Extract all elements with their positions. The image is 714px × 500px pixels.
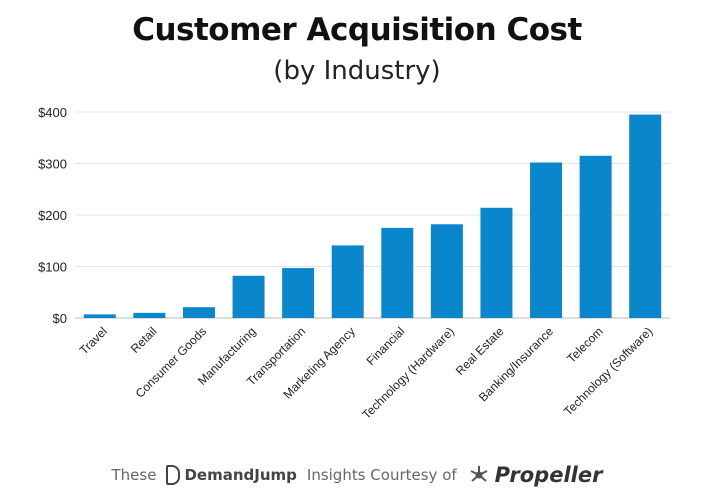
x-tick-label: Travel [77, 324, 110, 357]
x-tick-label: Real Estate [453, 324, 507, 378]
bar [480, 207, 513, 318]
x-tick-label: Telecom [564, 324, 605, 365]
footer-middle: Insights Courtesy of [306, 466, 457, 484]
bar [430, 224, 463, 318]
bar [331, 245, 364, 318]
bar [282, 268, 315, 318]
x-tick-label: Financial [364, 324, 408, 368]
bar [381, 227, 414, 318]
bar [83, 314, 116, 318]
bar [629, 114, 662, 318]
chart-title: Customer Acquisition Cost [132, 12, 582, 48]
chart-subtitle: (by Industry) [273, 56, 441, 86]
y-tick-label: $400 [38, 105, 67, 120]
bar [232, 275, 265, 318]
x-tick-label: Technology (Software) [561, 324, 655, 418]
y-tick-label: $300 [38, 157, 67, 172]
attribution-footer: These DemandJump Insights Courtesy of Pr… [0, 460, 714, 490]
demandjump-label: DemandJump [184, 466, 297, 484]
bar [579, 155, 612, 318]
demandjump-icon [166, 465, 181, 485]
y-tick-label: $200 [38, 208, 67, 223]
propeller-logo: Propeller [467, 463, 603, 487]
bar [182, 307, 215, 318]
x-tick-label: Retail [128, 324, 160, 356]
bar [133, 312, 166, 318]
propeller-icon [470, 466, 488, 482]
y-tick-label: $0 [53, 311, 67, 326]
footer-prefix: These [111, 466, 157, 484]
bar [530, 162, 563, 318]
demandjump-logo: DemandJump [166, 465, 297, 485]
y-tick-label: $100 [38, 260, 67, 275]
propeller-label: Propeller [494, 463, 603, 487]
x-tick-label: Technology (Hardware) [359, 324, 457, 422]
